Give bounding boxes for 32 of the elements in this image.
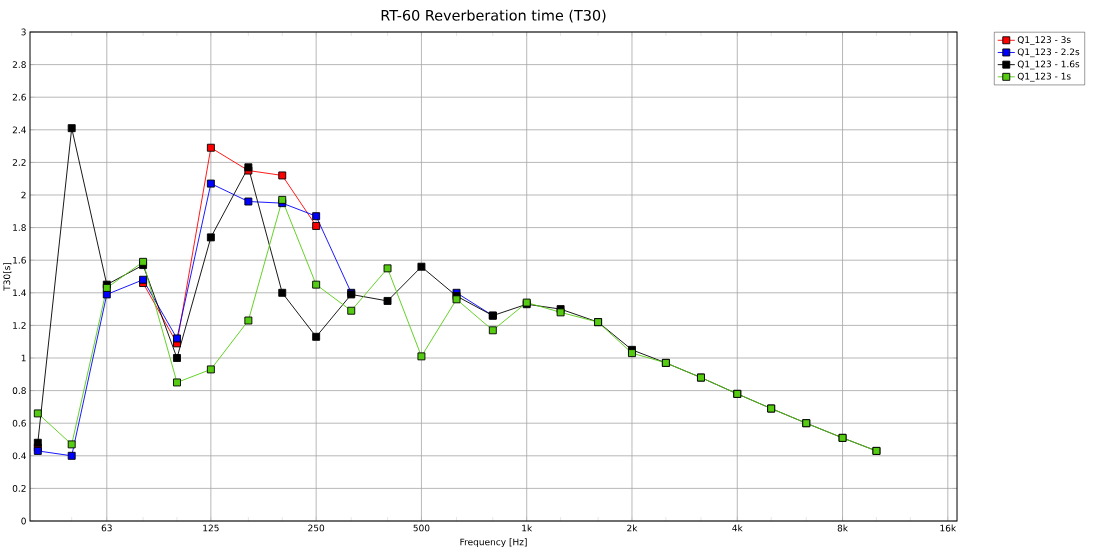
- y-tick-label: 1.4: [13, 289, 26, 297]
- y-tick-label: 0.8: [12, 387, 26, 394]
- x-tick-label: 250: [308, 524, 325, 532]
- y-tick-label: 2.2: [12, 159, 26, 166]
- y-tick-label: 0: [21, 517, 26, 525]
- y-tick-label: 2: [21, 191, 26, 199]
- y-tick-label: 0.6: [12, 419, 26, 427]
- y-tick-label: 0.4: [12, 452, 26, 460]
- x-tick-label: 16k: [940, 524, 957, 532]
- x-tick-label: 2k: [627, 524, 638, 532]
- x-tick-label: 1k: [522, 524, 533, 532]
- y-tick-label: 1: [21, 354, 26, 362]
- x-tick-label: 500: [413, 524, 430, 532]
- y-axis-title: T30[s]: [3, 262, 12, 291]
- y-tick-label: 2.4: [12, 126, 26, 134]
- x-tick-label: 125: [203, 524, 219, 532]
- legend-label: Q1_123 - 3s: [1017, 36, 1071, 45]
- legend-label: Q1_123 - 1s: [1017, 72, 1071, 82]
- x-tick-label: 8k: [837, 524, 848, 532]
- legend-label: Q1_123 - 2.2s: [1017, 48, 1080, 58]
- y-tick-label: 3: [21, 28, 26, 36]
- y-tick-label: 1.2: [13, 322, 26, 329]
- y-tick-label: 0.2: [12, 485, 26, 492]
- x-axis-title: Frequency [Hz]: [460, 538, 527, 548]
- legend-label: Q1_123 - 1.6s: [1017, 60, 1080, 70]
- y-tick-label: 1.8: [13, 224, 26, 231]
- y-tick-label: 2.6: [12, 93, 26, 101]
- y-tick-label: 1.6: [13, 256, 26, 264]
- chart-title: RT-60 Reverberation time (T30): [381, 9, 606, 23]
- y-tick-label: 2.8: [12, 61, 26, 68]
- x-tick-label: 4k: [732, 524, 743, 532]
- x-tick-label: 63: [101, 524, 112, 532]
